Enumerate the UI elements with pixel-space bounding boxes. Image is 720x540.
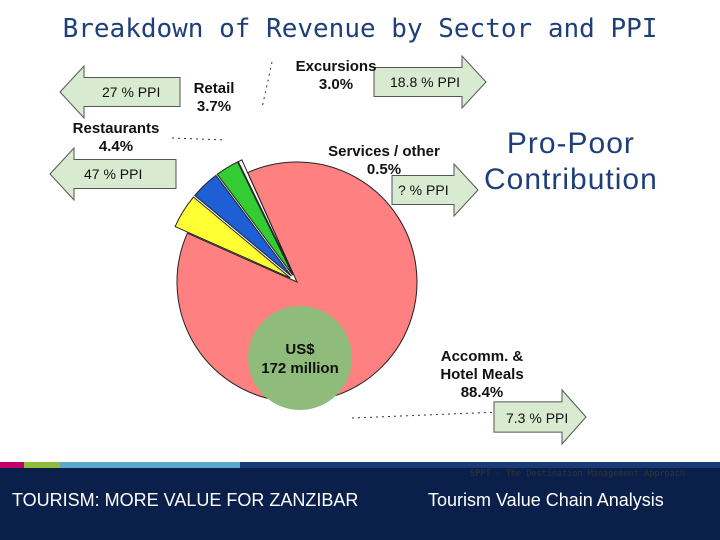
excursions-slice [216,161,294,276]
strip-magenta [0,462,24,468]
restaurants-slice [174,196,291,279]
slide-title: Breakdown of Revenue by Sector and PPI [62,14,658,44]
retail-slice [194,174,292,277]
services-slice [237,159,295,275]
pro-poor-line2: Contribution [484,163,658,196]
retail-name: Retail [193,80,235,97]
revenue-pie-chart [49,54,587,446]
services-name: Services / other [328,143,440,160]
accomm-ppi-text: 7.3 % PPI [506,410,569,426]
services-label: Services / other 0.5% [318,143,450,179]
accomm-slice [176,161,418,403]
excursions-value: 3.0% [318,76,354,93]
footer-bar [0,468,720,540]
retail-ppi-text: 27 % PPI [102,84,161,100]
pro-poor-heading: Pro-Poor Contribution [484,126,658,198]
accomm-label: Accomm. & Hotel Meals 88.4% [430,348,534,402]
restaurants-label: Restaurants 4.4% [60,120,172,156]
restaurants-name: Restaurants [72,120,160,137]
excursions-label: Excursions 3.0% [280,58,392,94]
retail-value: 3.7% [196,98,232,115]
services-ppi-text: ? % PPI [398,182,449,198]
retail-label: Retail 3.7% [184,80,244,116]
footer-right-text: Tourism Value Chain Analysis [428,490,664,510]
total-center-circle [248,306,352,410]
footer-left-text: TOURISM: MORE VALUE FOR ZANZIBAR [12,490,359,510]
total-currency: US$ [285,341,315,358]
accomm-value: 88.4% [460,384,504,401]
restaurants-value: 4.4% [98,138,134,155]
excursions-name: Excursions [295,58,377,75]
footer-credit: SPPT - The Destination Management Approa… [470,469,685,479]
strip-navy [240,462,720,468]
excursions-ppi-arrow [373,54,487,110]
strip-blue [60,462,240,468]
strip-green [24,462,60,468]
retail-ppi-arrow [59,64,181,120]
services-ppi-arrow [391,162,479,218]
restaurants-ppi-text: 47 % PPI [84,166,143,182]
excursions-ppi-text: 18.8 % PPI [390,74,461,90]
total-label: US$ 172 million [248,340,352,378]
accomm-ppi-arrow [493,388,587,446]
restaurants-ppi-arrow [49,146,177,202]
services-value: 0.5% [366,161,402,178]
total-amount: 172 million [261,360,339,377]
pro-poor-line1: Pro-Poor [506,127,635,160]
accomm-name: Accomm. & Hotel Meals [440,348,524,383]
